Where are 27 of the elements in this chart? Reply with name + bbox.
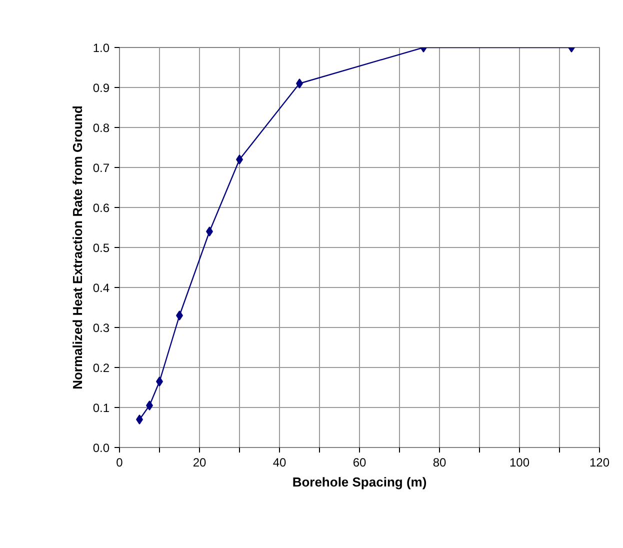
text: 1.0 [92,41,110,55]
x-tick-label: 80 [432,456,446,470]
y-tick-label: 0.9 [92,81,110,95]
x-tick-label: 40 [272,456,286,470]
x-tick-label: 0 [116,456,124,470]
y-tick-label: 0.6 [92,201,110,215]
x-tick-label: 100 [509,456,530,470]
y-tick-label: 0.7 [92,161,110,175]
point [146,400,153,410]
point [236,154,243,164]
y-tick-label: 0.5 [92,241,110,255]
point [136,414,143,424]
x-tick-label: 20 [192,456,206,470]
point [176,310,183,320]
text: 0.0 [92,441,110,455]
point [296,78,303,88]
point [156,376,163,386]
y-tick-label: 0.4 [92,281,110,295]
y-tick-label: 0.8 [92,121,110,135]
point [206,226,213,236]
x-tick-label: 120 [589,456,610,470]
x-axis-title: Borehole Spacing (m) [292,474,427,490]
y-tick-label: 0.2 [92,361,110,375]
x-tick-label: 60 [352,456,366,470]
y-axis-title: Normalized Heat Extraction Rate from Ground [70,106,85,390]
y-tick-label: 0.1 [92,401,110,415]
y-tick-label: 0.3 [92,321,110,335]
